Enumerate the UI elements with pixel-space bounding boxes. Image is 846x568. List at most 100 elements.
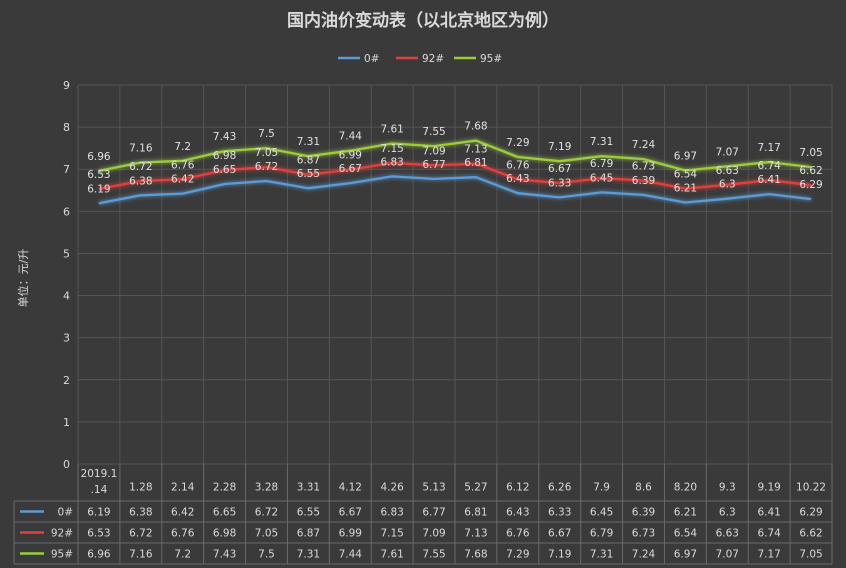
x-tick-label: 3.28	[255, 482, 278, 494]
table-cell-0: 6.41	[757, 507, 780, 519]
y-tick-label: 4	[63, 290, 70, 303]
series-line-2	[98, 139, 812, 173]
data-label-0: 6.77	[422, 159, 445, 171]
table-cell-1: 6.74	[757, 528, 781, 540]
table-cell-1: 6.53	[87, 528, 110, 540]
data-label-1: 6.98	[213, 150, 236, 162]
data-label-1: 6.74	[757, 160, 781, 172]
table-cell-1: 6.79	[590, 528, 613, 540]
y-tick-label: 0	[63, 458, 70, 471]
data-label-0: 6.83	[380, 156, 403, 168]
table-series-name-0: 0#	[58, 507, 73, 519]
table-cell-1: 6.98	[213, 528, 236, 540]
table-cell-0: 6.38	[129, 507, 152, 519]
table-cell-2: 7.44	[339, 549, 363, 561]
y-tick-label: 1	[63, 416, 70, 429]
series-line-0	[98, 175, 812, 205]
data-label-0: 6.3	[719, 179, 736, 191]
table-cell-2: 6.96	[87, 549, 111, 561]
table-cell-0: 6.3	[719, 507, 736, 519]
table-cell-0: 6.21	[674, 507, 697, 519]
x-tick-label: 5.13	[422, 482, 445, 494]
data-label-0: 6.29	[799, 179, 822, 191]
table-cell-1: 6.62	[799, 528, 822, 540]
x-tick-label: 7.9	[593, 482, 610, 494]
data-label-0: 6.42	[171, 174, 194, 186]
table-cell-2: 7.31	[297, 549, 320, 561]
data-label-0: 6.45	[590, 172, 613, 184]
x-tick-label: 1.28	[129, 482, 152, 494]
table-cell-1: 6.87	[297, 528, 320, 540]
y-tick-label: 6	[63, 205, 70, 218]
x-tick-label-line2: .14	[91, 484, 108, 496]
table-cell-2: 7.16	[129, 549, 153, 561]
table-cell-2: 7.17	[757, 549, 780, 561]
x-tick-label: 9.19	[757, 482, 780, 494]
table-cell-0: 6.67	[339, 507, 362, 519]
data-table: 2019.1 .14 1.28 2.14 2.28 3.28 3.31 4.12 4.26 5.1…	[13, 464, 833, 565]
table-cell-1: 6.76	[506, 528, 530, 540]
series-line-1	[98, 161, 812, 191]
table-series-name-1: 92#	[51, 528, 73, 540]
data-label-2: 7.19	[548, 141, 571, 153]
data-label-0: 6.65	[213, 164, 236, 176]
data-label-1: 6.67	[548, 163, 571, 175]
table-cell-0: 6.45	[590, 507, 613, 519]
table-cell-1: 6.54	[674, 528, 698, 540]
data-label-2: 7.24	[632, 139, 656, 151]
data-label-2: 7.2	[174, 141, 191, 153]
x-tick-label: 4.26	[380, 482, 404, 494]
x-tick-label: 10.22	[796, 482, 826, 494]
data-label-1: 6.76	[506, 159, 530, 171]
data-label-0: 6.21	[674, 182, 697, 194]
table-cell-2: 7.19	[548, 549, 571, 561]
data-label-2: 7.44	[339, 131, 363, 143]
data-label-2: 7.61	[380, 124, 403, 136]
x-tick-label-line1: 2019.1	[81, 468, 118, 480]
y-axis-ticks: 0 1 2 3 4 5 6 7 8 9	[63, 79, 70, 471]
table-cell-0: 6.33	[548, 507, 571, 519]
table-cell-1: 6.67	[548, 528, 571, 540]
table-cell-0: 6.19	[87, 507, 110, 519]
data-label-2: 7.68	[464, 121, 487, 133]
data-label-2: 6.97	[674, 150, 697, 162]
data-label-2: 7.31	[590, 136, 613, 148]
table-cell-2: 7.07	[716, 549, 739, 561]
data-label-1: 7.09	[422, 145, 445, 157]
table-cell-1: 6.99	[339, 528, 362, 540]
table-cell-0: 6.72	[255, 507, 278, 519]
y-axis-label: 单位：元/升	[16, 249, 30, 308]
data-label-0: 6.81	[464, 157, 487, 169]
data-label-2: 7.05	[799, 147, 822, 159]
data-labels: 6.19 6.38 6.42 6.65 6.72 6.55 6.67 6.83 6.77 6.81…	[87, 121, 823, 196]
data-label-2: 7.43	[213, 131, 236, 143]
x-tick-label: 4.12	[339, 482, 362, 494]
data-label-2: 7.31	[297, 136, 320, 148]
table-cell-0: 6.43	[506, 507, 529, 519]
table-cell-0: 6.29	[799, 507, 822, 519]
table-cell-0: 6.81	[464, 507, 487, 519]
table-cell-1: 7.09	[422, 528, 445, 540]
y-tick-label: 7	[63, 163, 70, 176]
x-tick-label: 6.26	[548, 482, 572, 494]
table-cell-2: 7.61	[380, 549, 403, 561]
data-label-1: 7.13	[464, 144, 487, 156]
data-label-0: 6.39	[632, 175, 655, 187]
y-tick-label: 2	[63, 374, 70, 387]
table-cell-2: 7.43	[213, 549, 236, 561]
data-label-2: 7.5	[258, 128, 275, 140]
data-label-0: 6.41	[757, 174, 780, 186]
x-tick-label: 8.6	[635, 482, 652, 494]
data-label-0: 6.19	[87, 183, 110, 195]
data-label-1: 6.53	[87, 169, 110, 181]
table-cell-1: 6.73	[632, 528, 655, 540]
table-cell-2: 7.24	[632, 549, 656, 561]
table-cell-0: 6.83	[380, 507, 403, 519]
data-label-1: 6.54	[674, 169, 698, 181]
data-label-2: 6.96	[87, 151, 111, 163]
table-cell-2: 7.5	[258, 549, 275, 561]
table-cell-0: 6.77	[422, 507, 445, 519]
y-tick-label: 9	[63, 79, 70, 92]
